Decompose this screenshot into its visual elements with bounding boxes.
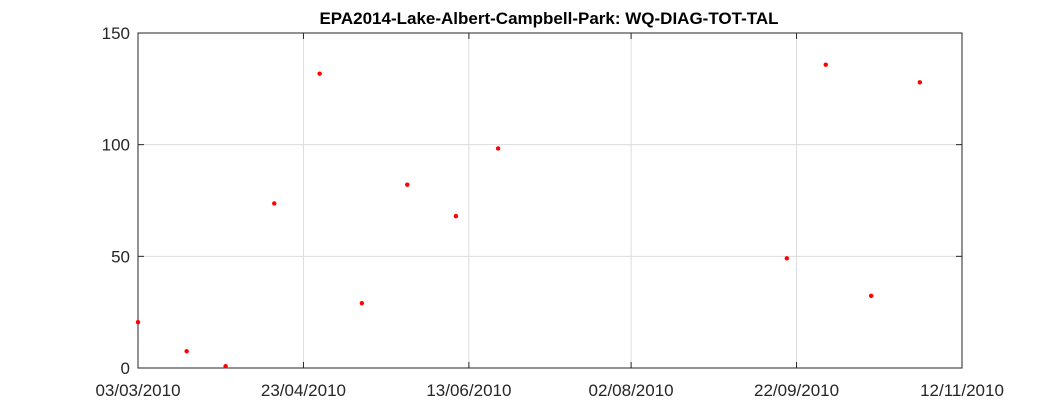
y-tick-label: 0 [121,359,130,378]
data-point [405,182,410,187]
x-tick-label: 23/04/2010 [261,381,346,400]
x-axis-tick-labels: 03/03/2010 23/04/2010 13/06/2010 02/08/2010… [95,381,1003,400]
data-point [359,301,365,306]
data-point [868,293,874,299]
plot-area-frame [137,32,963,369]
x-tick-label: 02/08/2010 [589,381,674,400]
x-tick-label: 22/09/2010 [754,381,839,400]
y-axis-tick-labels: 0 50 100 150 [102,24,130,378]
data-point [495,146,501,151]
y-tick-label: 150 [102,24,130,43]
axis-ticks [137,32,963,369]
data-point [184,349,189,354]
x-tick-label: 03/03/2010 [95,381,180,400]
data-point [135,320,141,325]
y-tick-label: 50 [111,247,130,266]
chart-title: EPA2014-Lake-Albert-Campbell-Park: WQ-DI… [319,9,778,28]
grid [137,32,963,369]
data-point [784,256,790,261]
data-point [823,62,828,67]
data-point [223,364,228,369]
y-tick-label: 100 [102,136,130,155]
x-tick-label: 13/06/2010 [426,381,511,400]
data-point [453,213,459,219]
data-point [317,71,322,76]
data-point [272,201,277,206]
data-point [917,80,923,85]
x-tick-label: 12/11/2010 [920,381,1004,400]
data-points [135,62,923,369]
